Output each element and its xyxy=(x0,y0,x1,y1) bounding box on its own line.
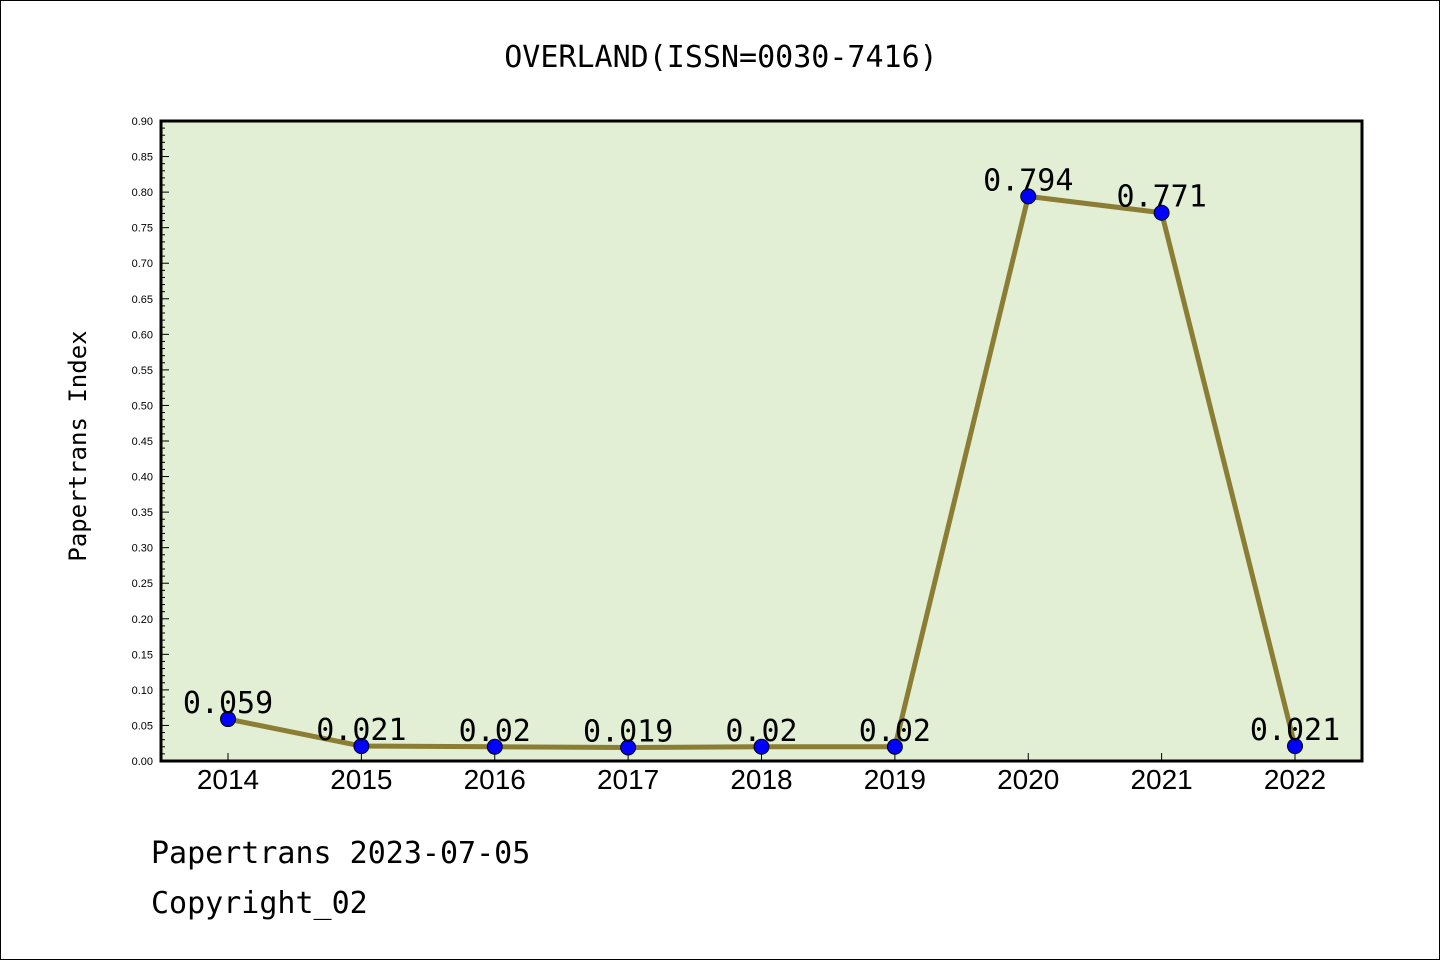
y-tick-label: 0.70 xyxy=(132,258,153,270)
y-tick-label: 0.10 xyxy=(132,685,153,697)
y-tick-label: 0.45 xyxy=(132,436,153,448)
data-label: 0.059 xyxy=(183,686,273,721)
footer-copyright-text: Copyright_02 xyxy=(151,886,368,921)
data-label: 0.021 xyxy=(316,713,406,748)
x-tick-label: 2020 xyxy=(997,764,1059,795)
x-tick-label: 2022 xyxy=(1264,764,1326,795)
data-label: 0.02 xyxy=(459,714,531,749)
x-axis: 2014 2015 2016 2017 2018 2019 2020 2021 2022 xyxy=(197,753,1326,795)
data-label: 0.02 xyxy=(859,714,931,749)
y-tick-label: 0.25 xyxy=(132,578,153,590)
data-point xyxy=(1287,738,1303,755)
series-layer: 0.059 0.021 0.02 0.019 0.02 0.02 0.794 0.771 0.0… xyxy=(183,163,1340,756)
x-tick-label: 2018 xyxy=(730,764,792,795)
y-tick-label: 0.15 xyxy=(132,649,153,661)
y-tick-label: 0.65 xyxy=(132,294,153,306)
data-label: 0.02 xyxy=(725,714,797,749)
y-tick-label: 0.35 xyxy=(132,507,153,519)
y-axis: 0.00 0.05 0.10 0.15 0.20 0.25 0.30 0.35 0.40 0.45… xyxy=(132,116,169,768)
data-point xyxy=(353,738,370,755)
data-label: 0.021 xyxy=(1250,713,1340,748)
data-point xyxy=(486,738,503,755)
x-tick-label: 2015 xyxy=(330,764,392,795)
y-tick-label: 0.80 xyxy=(132,187,153,199)
data-point xyxy=(220,711,236,728)
x-tick-label: 2021 xyxy=(1130,764,1192,795)
y-tick-label: 0.20 xyxy=(132,614,153,626)
data-label: 0.794 xyxy=(983,163,1073,198)
y-tick-label: 0.60 xyxy=(132,329,153,341)
y-tick-label: 0.55 xyxy=(132,365,153,377)
chart-title: OVERLAND(ISSN=0030-7416) xyxy=(504,40,937,75)
data-label: 0.771 xyxy=(1116,180,1206,215)
x-tick-label: 2019 xyxy=(864,764,926,795)
y-tick-label: 0.90 xyxy=(132,116,153,128)
y-tick-label: 0.50 xyxy=(132,400,153,412)
y-tick-label: 0.00 xyxy=(132,756,153,768)
data-label: 0.019 xyxy=(583,714,673,749)
y-axis-label: Papertrans Index xyxy=(64,330,92,561)
x-tick-label: 2017 xyxy=(597,764,659,795)
y-tick-label: 0.40 xyxy=(132,472,153,484)
footer-date-text: Papertrans 2023-07-05 xyxy=(151,836,531,871)
x-tick-label: 2016 xyxy=(464,764,526,795)
y-tick-label: 0.85 xyxy=(132,152,153,164)
data-point xyxy=(1153,204,1170,221)
y-tick-label: 0.75 xyxy=(132,223,153,235)
data-point xyxy=(1020,188,1037,205)
data-point xyxy=(886,738,903,755)
data-point xyxy=(620,739,637,756)
plot-area xyxy=(159,119,1364,763)
y-tick-label: 0.30 xyxy=(132,543,153,555)
y-tick-label: 0.05 xyxy=(132,720,153,732)
data-point xyxy=(753,738,770,755)
x-tick-label: 2014 xyxy=(197,764,259,795)
